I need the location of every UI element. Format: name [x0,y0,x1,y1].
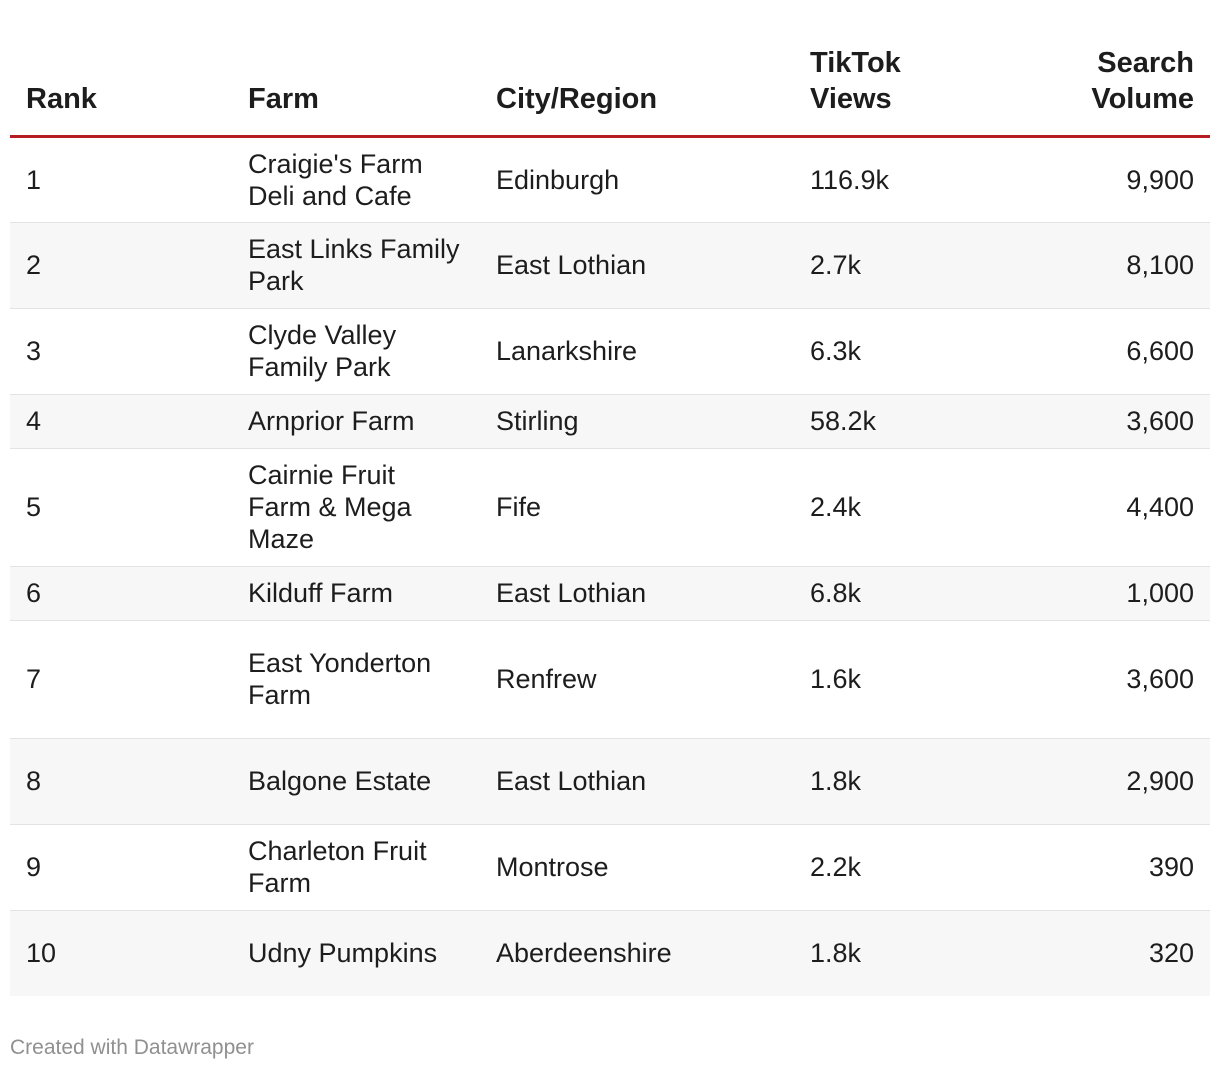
table-row: 4 Arnprior Farm Stirling 58.2k 3,600 [10,394,1210,449]
table-row: 3 Clyde Valley Family Park Lanarkshire 6… [10,308,1210,395]
cell-tiktok-views: 116.9k [794,136,994,223]
cell-farm: Arnprior Farm [232,394,480,449]
cell-search-volume: 390 [994,824,1210,911]
cell-search-volume: 2,900 [994,738,1210,825]
table-row: 9 Charleton Fruit Farm Montrose 2.2k 390 [10,824,1210,911]
column-header-farm[interactable]: Farm [232,0,480,138]
table-row: 5 Cairnie Fruit Farm & Mega Maze Fife 2.… [10,448,1210,567]
cell-city-region: East Lothian [480,222,794,309]
cell-city-region: Renfrew [480,620,794,739]
data-table-container: Rank Farm City/Region TikTok Views Searc… [10,0,1210,996]
cell-search-volume: 320 [1148,938,1194,969]
cell-farm: East Links Family Park [232,222,480,309]
table-header-row: Rank Farm City/Region TikTok Views Searc… [10,0,1210,138]
cell-city-region: Edinburgh [480,136,794,223]
cell-search-volume: 3,600 [994,394,1210,449]
cell-farm: Balgone Estate [232,738,480,825]
table-row: 6 Kilduff Farm East Lothian 6.8k 1,000 [10,566,1210,621]
cell-tiktok-views: 2.7k [794,222,994,309]
table-row: 2 East Links Family Park East Lothian 2.… [10,222,1210,309]
cell-farm: Udny Pumpkins [248,938,438,969]
table-row: 10 Udny Pumpkins Aberdeenshire 1.8k 320 [10,910,1210,996]
cell-search-volume: 8,100 [994,222,1210,309]
farm-ranking-table: Rank Farm City/Region TikTok Views Searc… [10,0,1210,996]
cell-city-region: Fife [480,448,794,567]
cell-tiktok-views: 2.2k [794,824,994,911]
cell-farm: Kilduff Farm [232,566,480,621]
cell-tiktok-views: 1.6k [794,620,994,739]
cell-farm: Charleton Fruit Farm [232,824,480,911]
cell-search-volume: 6,600 [994,308,1210,395]
cell-farm: Clyde Valley Family Park [232,308,480,395]
table-row: 8 Balgone Estate East Lothian 1.8k 2,900 [10,738,1210,825]
cell-rank: 2 [10,222,232,309]
cell-farm: Cairnie Fruit Farm & Mega Maze [232,448,480,567]
cell-city-region: Stirling [480,394,794,449]
cell-farm: Craigie's Farm Deli and Cafe [232,136,480,223]
cell-city-region: Montrose [480,824,794,911]
column-header-rank[interactable]: Rank [10,0,232,138]
table-row: 7 East Yonderton Farm Renfrew 1.6k 3,600 [10,620,1210,739]
cell-search-volume: 4,400 [994,448,1210,567]
datawrapper-credit[interactable]: Created with Datawrapper [10,1036,254,1059]
cell-rank: 7 [10,620,232,739]
cell-rank: 9 [10,824,232,911]
column-header-tiktok-views[interactable]: TikTok Views [794,0,994,138]
cell-city-region: Aberdeenshire [496,938,672,969]
cell-tiktok-views: 6.8k [794,566,994,621]
cell-rank: 10 [26,938,57,969]
cell-tiktok-views: 1.8k [794,738,994,825]
table-row: 1 Craigie's Farm Deli and Cafe Edinburgh… [10,136,1210,223]
cell-tiktok-views: 2.4k [794,448,994,567]
cell-search-volume: 9,900 [994,136,1210,223]
cell-rank: 1 [10,136,232,223]
cell-farm: East Yonderton Farm [232,620,480,739]
cell-tiktok-views: 58.2k [794,394,994,449]
cell-rank: 8 [10,738,232,825]
cell-tiktok-views: 6.3k [794,308,994,395]
cell-rank: 5 [10,448,232,567]
cell-rank: 6 [10,566,232,621]
cell-rank: 4 [10,394,232,449]
cell-rank: 3 [10,308,232,395]
column-header-search-volume[interactable]: Search Volume [994,0,1210,138]
cell-search-volume: 3,600 [994,620,1210,739]
cell-search-volume: 1,000 [994,566,1210,621]
column-header-city-region[interactable]: City/Region [480,0,794,138]
cell-city-region: Lanarkshire [480,308,794,395]
cell-city-region: East Lothian [480,566,794,621]
cell-city-region: East Lothian [480,738,794,825]
cell-tiktok-views: 1.8k [810,938,862,969]
